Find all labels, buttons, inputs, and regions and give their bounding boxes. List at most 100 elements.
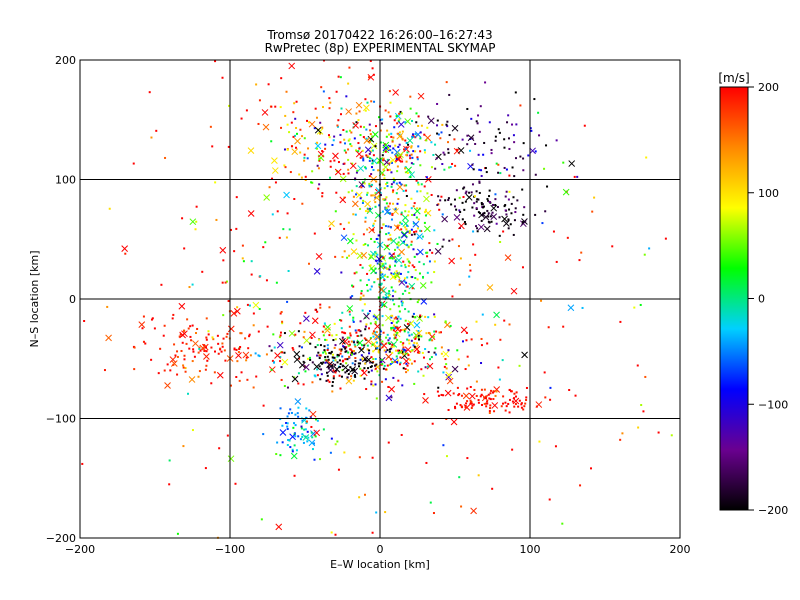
data-point (408, 232, 411, 235)
data-point (365, 167, 368, 170)
data-point (451, 295, 454, 298)
data-point (172, 363, 175, 366)
data-point (342, 359, 345, 362)
data-point (198, 347, 201, 350)
data-point (233, 250, 236, 253)
data-point (494, 193, 497, 196)
data-point (307, 436, 310, 439)
data-point-cross (412, 220, 420, 228)
data-point (498, 234, 501, 237)
data-point (396, 122, 399, 125)
data-point (387, 441, 390, 444)
data-point (328, 97, 331, 100)
data-point (319, 303, 322, 306)
data-point (311, 381, 314, 384)
data-point (544, 396, 547, 399)
data-point (332, 377, 335, 380)
data-point (433, 271, 436, 274)
data-point (497, 163, 500, 166)
data-point (406, 224, 409, 227)
data-point (320, 373, 323, 376)
data-point-cross (219, 246, 227, 254)
data-point (283, 332, 286, 335)
data-point-cross (294, 398, 302, 405)
data-point (538, 440, 541, 443)
data-point (333, 322, 336, 325)
data-point (364, 358, 367, 361)
data-point (391, 360, 394, 363)
data-point (388, 350, 391, 353)
data-point (340, 113, 343, 116)
data-point (363, 182, 366, 185)
data-point-cross (521, 218, 528, 225)
data-point (176, 355, 179, 358)
data-point (197, 375, 200, 378)
data-point (373, 100, 376, 103)
data-point (314, 375, 317, 378)
data-point (344, 332, 347, 335)
data-point (335, 369, 338, 372)
data-point (453, 205, 456, 208)
data-point-cross (309, 410, 317, 418)
data-point (502, 230, 505, 233)
data-point-cross (415, 329, 423, 337)
data-point-cross (263, 194, 271, 201)
data-point (387, 111, 390, 114)
data-point (227, 145, 230, 148)
data-point (479, 395, 482, 398)
data-point-cross (490, 204, 498, 212)
data-point (362, 233, 365, 236)
data-point (359, 374, 362, 377)
data-point-cross (501, 215, 508, 223)
data-point (291, 448, 294, 451)
data-point (247, 347, 250, 350)
data-point (469, 149, 472, 152)
data-point (195, 205, 198, 208)
data-point (335, 333, 338, 336)
data-point (489, 215, 492, 218)
data-point (404, 319, 407, 322)
data-point (404, 308, 407, 311)
data-point (500, 405, 503, 408)
data-point (392, 329, 395, 332)
x-tick-label: −200 (65, 543, 95, 556)
data-point (398, 118, 401, 121)
data-point (399, 356, 402, 359)
data-point (235, 348, 238, 351)
data-point (351, 362, 354, 365)
colorbar-label: [m/s] (718, 71, 749, 85)
data-point (268, 345, 271, 348)
data-point (503, 319, 506, 322)
data-point (150, 136, 153, 139)
data-point (370, 383, 373, 386)
data-point (368, 76, 371, 79)
data-point (413, 230, 416, 233)
data-point (360, 354, 363, 357)
data-point-cross (413, 207, 421, 215)
data-point-cross (234, 307, 241, 315)
data-point (369, 264, 372, 267)
data-point (381, 340, 384, 343)
data-point (347, 148, 350, 151)
data-point (435, 330, 438, 333)
data-point (374, 259, 377, 262)
data-point (334, 255, 337, 258)
data-point (514, 207, 517, 210)
data-point (513, 405, 516, 408)
data-point (293, 422, 296, 425)
data-point (386, 244, 389, 247)
data-point (387, 292, 390, 295)
data-point (507, 402, 510, 405)
data-point (348, 325, 351, 328)
data-point (321, 192, 324, 195)
data-point (262, 404, 265, 407)
data-point (289, 408, 292, 411)
data-point (504, 195, 507, 198)
data-point (467, 364, 470, 367)
data-point (370, 365, 373, 368)
data-point (371, 135, 374, 138)
data-point (494, 203, 497, 206)
data-point (525, 396, 528, 399)
data-point (367, 371, 370, 374)
data-point-cross (445, 371, 453, 379)
